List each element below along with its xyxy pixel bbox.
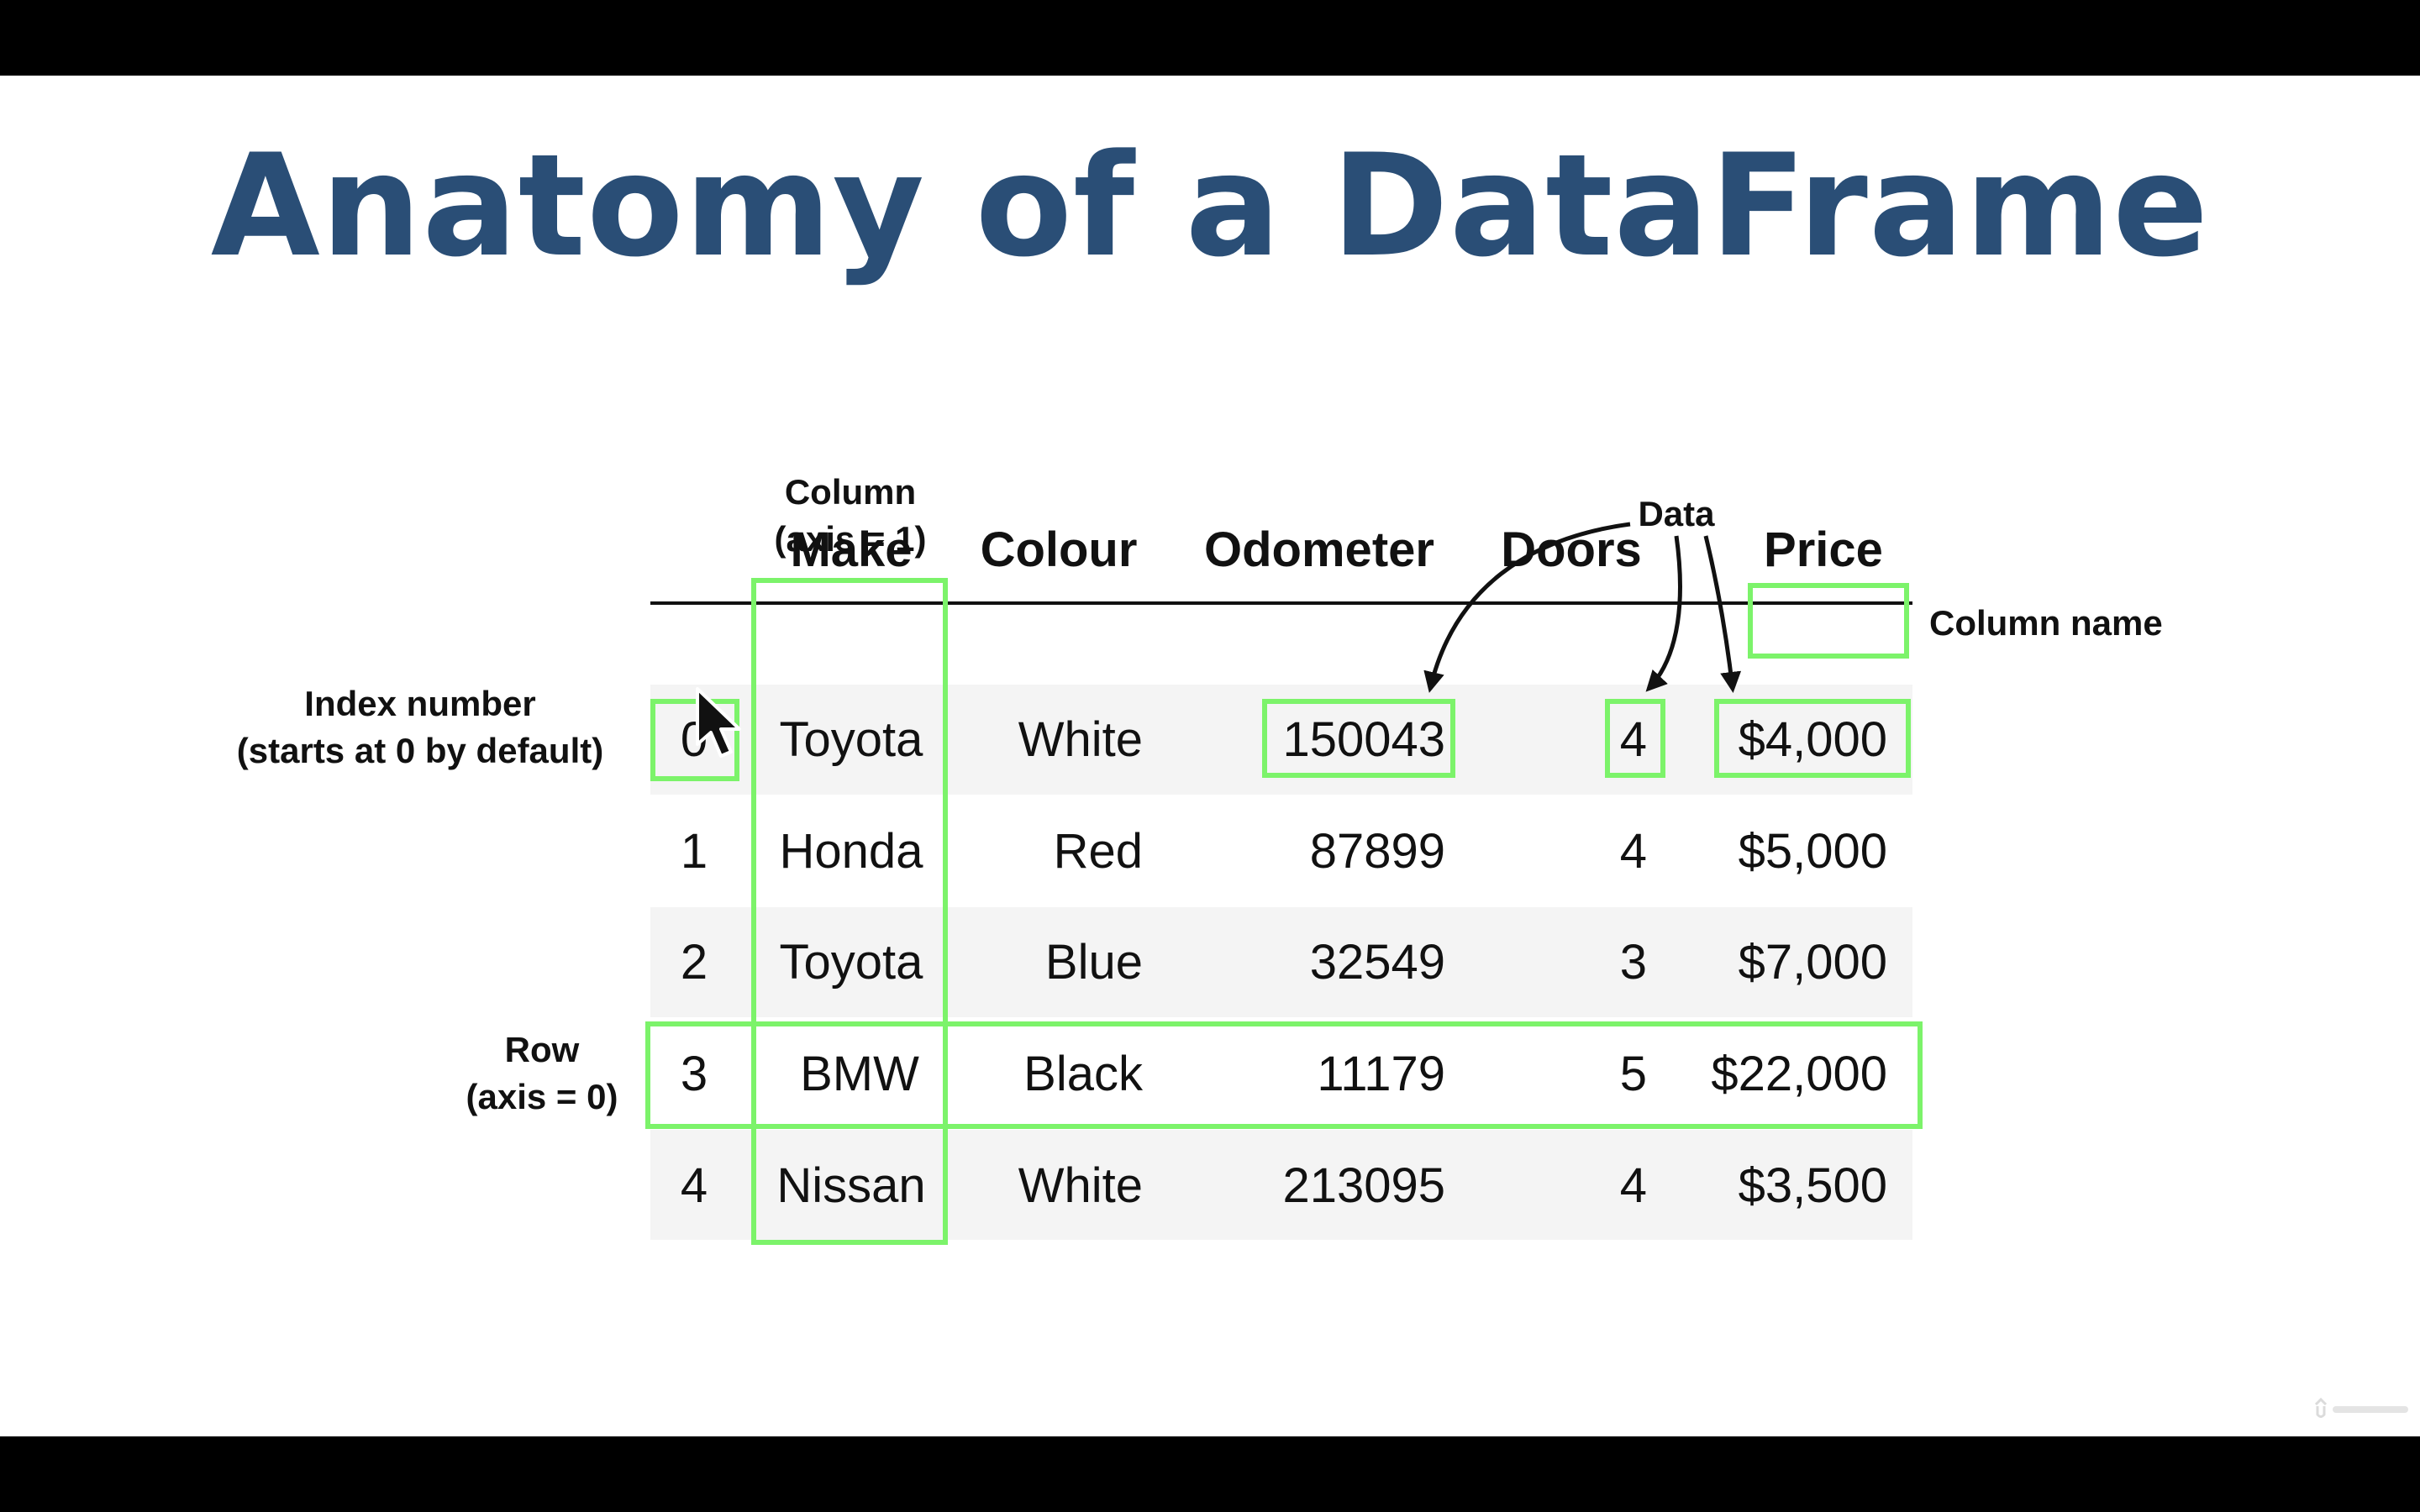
- make-cell: Nissan: [776, 1158, 926, 1213]
- slide-title: Anatomy of a DataFrame: [210, 123, 2210, 288]
- index-cell: 3: [680, 1047, 708, 1101]
- index-annotation: Index number (starts at 0 by default): [202, 680, 639, 774]
- colour-cell: White: [1018, 1158, 1143, 1213]
- row-annotation-line-1: Row: [504, 1030, 580, 1069]
- row-annotation: Row (axis = 0): [445, 1026, 639, 1121]
- slide: Anatomy of a DataFrame Column (axis = 1)…: [0, 76, 2420, 1436]
- colour-cell: Blue: [1044, 935, 1143, 990]
- price-cell: $22,000: [1711, 1047, 1887, 1101]
- odometer-cell: 11179: [1317, 1047, 1445, 1101]
- price-cell: $4,000: [1738, 712, 1887, 767]
- odometer-cell: 213095: [1282, 1158, 1445, 1213]
- odometer-data-highlight-box: [1262, 699, 1455, 778]
- column-annotation: Column (axis = 1): [724, 469, 976, 563]
- colour-cell: White: [1018, 712, 1143, 767]
- row-highlight-box: [645, 1021, 1923, 1129]
- row-annotation-line-2: (axis = 0): [466, 1077, 618, 1116]
- colour-cell: Black: [1023, 1047, 1143, 1101]
- doors-cell: 4: [1619, 712, 1647, 767]
- column-header-doors: Doors: [1501, 522, 1642, 577]
- arrow-to-price: [1703, 535, 1742, 693]
- header-divider: [650, 601, 1912, 605]
- mouse-pointer-icon: [696, 687, 741, 758]
- index-cell: 4: [680, 1158, 708, 1213]
- price-cell: $3,500: [1738, 1158, 1887, 1213]
- make-cell: Toyota: [779, 712, 923, 767]
- index-cell: 2: [680, 935, 708, 990]
- price-cell: $5,000: [1738, 824, 1887, 879]
- data-annotation: Data: [1638, 494, 1715, 533]
- column-header-odometer: Odometer: [1204, 522, 1434, 577]
- column-highlight-box: [751, 578, 948, 1245]
- price-data-highlight-box: [1714, 699, 1911, 778]
- row-stripe: [650, 907, 1912, 1017]
- column-header-colour: Colour: [980, 522, 1138, 577]
- price-cell: $7,000: [1738, 935, 1887, 990]
- doors-cell: 5: [1619, 1047, 1647, 1101]
- make-cell: BMW: [800, 1047, 919, 1101]
- doors-data-highlight-box: [1605, 699, 1665, 778]
- make-cell: Honda: [779, 824, 923, 879]
- odometer-cell: 87899: [1309, 824, 1445, 879]
- column-name-annotation: Column name: [1929, 603, 2163, 643]
- doors-cell: 4: [1619, 824, 1647, 879]
- index-annotation-line-2: (starts at 0 by default): [236, 731, 604, 770]
- column-annotation-line-1: Column: [784, 472, 917, 512]
- column-annotation-line-2: (axis = 1): [774, 519, 927, 559]
- index-highlight-box: [650, 699, 739, 781]
- odometer-cell: 32549: [1309, 935, 1445, 990]
- udemy-logo: [2314, 1397, 2408, 1418]
- row-stripe: [650, 1130, 1912, 1240]
- colour-cell: Red: [1053, 824, 1143, 879]
- make-cell: Toyota: [779, 935, 923, 990]
- column-name-highlight-box: [1748, 583, 1909, 659]
- odometer-cell: 150043: [1282, 712, 1445, 767]
- column-header-make: Make: [790, 522, 913, 577]
- column-header-price: Price: [1764, 522, 1883, 577]
- doors-cell: 3: [1619, 935, 1647, 990]
- index-cell: 1: [680, 824, 708, 879]
- doors-cell: 4: [1619, 1158, 1647, 1213]
- index-annotation-line-1: Index number: [304, 684, 536, 723]
